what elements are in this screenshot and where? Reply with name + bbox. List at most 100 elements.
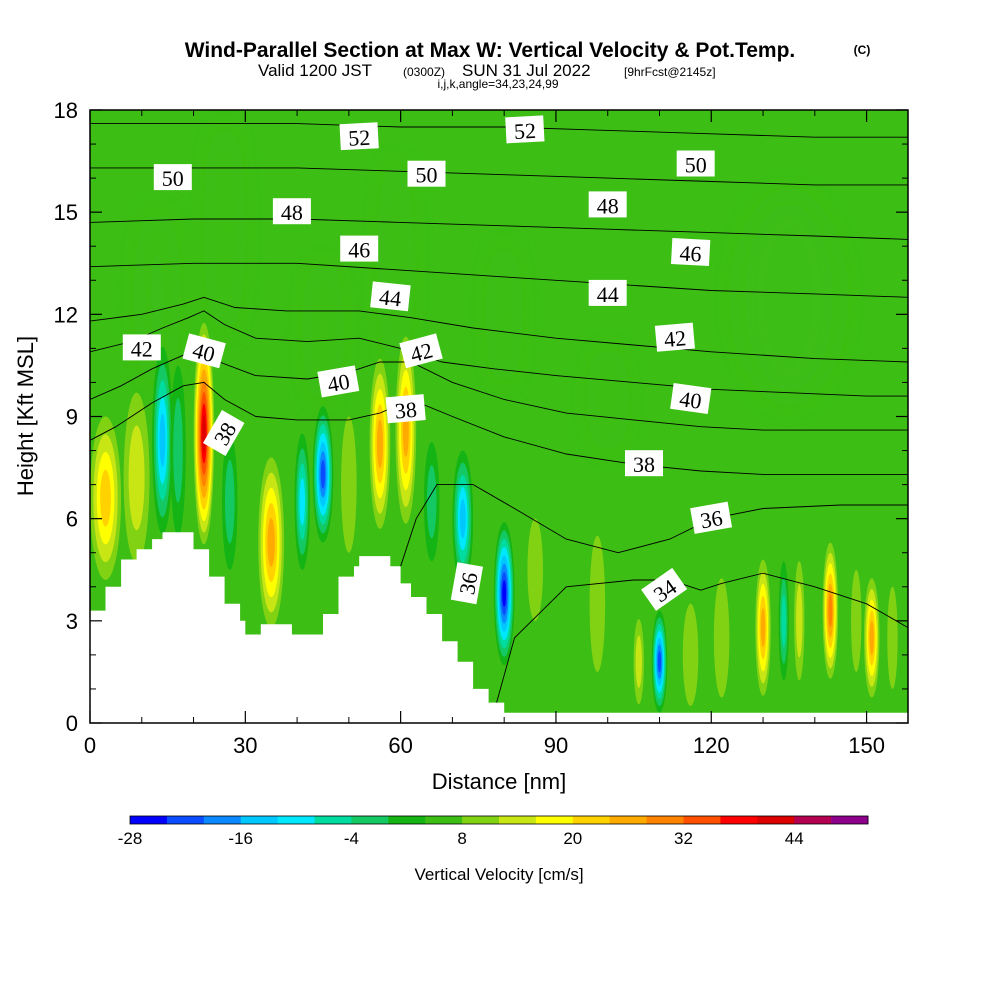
w-cell-ring <box>100 469 111 527</box>
w-cell <box>493 522 515 666</box>
contour-label: 40 <box>317 365 360 398</box>
colorbar-swatch <box>794 816 832 824</box>
w-cell-ring <box>713 578 730 698</box>
w-cell <box>794 561 805 681</box>
w-cell <box>527 518 544 621</box>
theta-contour-50 <box>90 167 908 186</box>
w-cell <box>369 358 391 529</box>
x-axis-label: Distance [nm] <box>432 769 567 794</box>
colorbar-tick-label: 8 <box>457 829 466 848</box>
contour-label: 42 <box>399 333 443 369</box>
theta-contour-48 <box>90 218 908 240</box>
contour-label-text: 52 <box>348 125 371 151</box>
chart-subtitle-indices: i,j,k,angle=34,23,24,99 <box>437 77 558 91</box>
contour-label-box <box>399 333 443 369</box>
contour-label-box <box>407 160 446 187</box>
x-tick-label: 150 <box>848 733 885 758</box>
colorbar-swatch <box>683 816 721 824</box>
contour-label-box <box>122 334 161 361</box>
contour-label-text: 50 <box>416 163 438 188</box>
w-cell-ring <box>589 535 606 672</box>
contour-label-text: 48 <box>281 200 303 225</box>
colorbar-swatch <box>572 816 611 824</box>
contour-label-text: 38 <box>394 397 418 424</box>
w-cell <box>755 559 771 696</box>
terrain-mask <box>90 532 908 723</box>
contour-label-box <box>654 322 695 352</box>
theta-contour-36 <box>400 484 908 567</box>
theta-contour-44 <box>90 296 908 363</box>
colorbar-tick-label: 20 <box>563 829 582 848</box>
contour-label: 44 <box>588 279 627 307</box>
w-cell <box>713 578 730 698</box>
contour-label-text: 44 <box>378 284 402 311</box>
w-cell <box>887 586 898 689</box>
w-cell <box>651 610 668 713</box>
w-cell-ring <box>376 419 383 469</box>
contour-label: 48 <box>272 198 311 225</box>
w-cell-ring <box>887 586 898 689</box>
contour-label-box <box>153 164 192 191</box>
y-tick-label: 0 <box>66 711 78 736</box>
w-cell-ring <box>202 415 206 452</box>
colorbar-frame <box>129 815 869 825</box>
contour-label: 50 <box>153 164 192 191</box>
contour-label-box <box>370 281 411 312</box>
w-cell <box>258 457 285 628</box>
y-tick-label: 18 <box>54 98 78 123</box>
contour-label-text: 36 <box>698 505 724 533</box>
contour-label-box <box>272 198 311 225</box>
w-cell <box>589 535 606 672</box>
colorbar-swatch <box>130 816 168 824</box>
colorbar-swatch <box>203 816 242 824</box>
w-cell-ring <box>267 518 275 567</box>
contour-label: 50 <box>407 160 446 188</box>
contour-label-box <box>182 333 226 369</box>
colorbar-swatch <box>462 816 500 824</box>
w-cell <box>863 578 880 698</box>
contour-label-text: 52 <box>513 118 536 144</box>
x-tick-label: 90 <box>544 733 568 758</box>
colorbar-swatch <box>499 816 537 824</box>
w-cell <box>170 365 186 536</box>
contour-label: 44 <box>370 281 411 312</box>
w-cell-ring <box>502 580 507 607</box>
x-tick-label: 120 <box>693 733 730 758</box>
contour-label: 38 <box>625 450 663 477</box>
w-cell <box>822 542 839 679</box>
w-cell-ring <box>682 603 699 706</box>
contour-label-box <box>670 238 711 266</box>
x-tick-label: 60 <box>388 733 412 758</box>
subtitle-forecast: [9hrFcst@2145z] <box>624 65 716 79</box>
theta-contour-38 <box>90 381 908 475</box>
colorbar-swatch <box>277 816 315 824</box>
w-cell-ring <box>657 650 662 673</box>
w-cell-ring <box>869 620 874 655</box>
contour-label: 40 <box>670 382 712 415</box>
w-cell-ring <box>635 635 642 688</box>
green-band <box>310 263 336 400</box>
contour-label-box <box>625 450 663 477</box>
contour-label-text: 40 <box>678 386 703 414</box>
colorbar-swatch <box>720 816 758 824</box>
contour-label: 52 <box>505 115 545 144</box>
y-tick-label: 12 <box>54 302 78 327</box>
colorbar-swatch <box>831 816 869 824</box>
w-cell <box>193 322 215 545</box>
contour-label-box <box>588 191 627 218</box>
contour-label-box <box>690 501 733 534</box>
contour-label-box <box>317 365 360 398</box>
contour-label-text: 46 <box>679 240 702 266</box>
x-tick-label: 30 <box>233 733 257 758</box>
w-cell <box>682 603 699 706</box>
w-cell-ring <box>341 416 357 553</box>
subtitle-zulu: (0300Z) <box>403 65 445 79</box>
w-cell-ring <box>128 425 145 531</box>
w-cell <box>152 346 173 534</box>
colorbar-swatch <box>388 816 426 824</box>
w-cell <box>452 450 474 587</box>
w-cell <box>90 416 122 580</box>
